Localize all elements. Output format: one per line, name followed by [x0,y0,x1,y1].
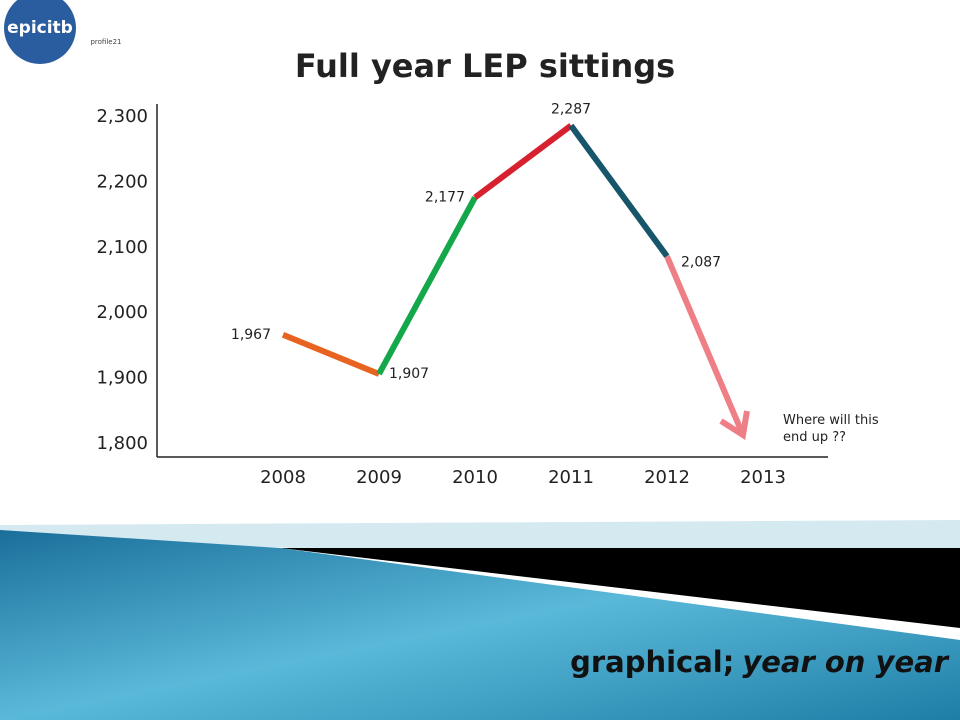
footer-text: graphical; year on year [570,645,950,679]
data-label: 2,287 [551,102,591,118]
line-segment [281,331,381,377]
x-tick-label: 2010 [452,467,498,488]
y-tick-label: 2,000 [96,302,148,323]
line-segment [473,123,573,200]
line-segment [568,123,670,259]
data-label: 2,087 [681,254,721,270]
y-tick-label: 2,200 [96,171,148,192]
chart: 1,800 1,900 2,000 2,100 2,200 2,300 2008 2009 20… [96,102,828,488]
y-tick-label: 2,300 [96,106,148,127]
logo-text: epicitb [7,18,73,38]
decor [280,548,960,628]
arrow-head [719,410,750,440]
y-tick-label: 1,800 [96,433,148,454]
x-tick-label: 2011 [548,467,594,488]
logo-text: profile21 [90,38,121,46]
annotation: Where will this end up ?? [783,413,879,445]
line-segment [376,196,478,376]
logo-badge [4,0,76,64]
y-tick-label: 2,100 [96,237,148,258]
decor [0,520,960,548]
x-tick-label: 2009 [356,467,402,488]
data-label: 2,177 [425,189,465,205]
data-label: 1,907 [389,366,429,382]
decor [0,530,960,720]
footer-plain: graphical; [570,645,734,679]
x-tick-label: 2013 [740,467,786,488]
x-tick-label: 2008 [260,467,306,488]
y-tick-label: 1,900 [96,368,148,389]
footer-italic: year on year [742,645,949,679]
chart-title: Full year LEP sittings [295,47,675,85]
data-label: 1,967 [231,327,271,343]
x-tick-label: 2012 [644,467,690,488]
trend-arrow [664,255,746,437]
